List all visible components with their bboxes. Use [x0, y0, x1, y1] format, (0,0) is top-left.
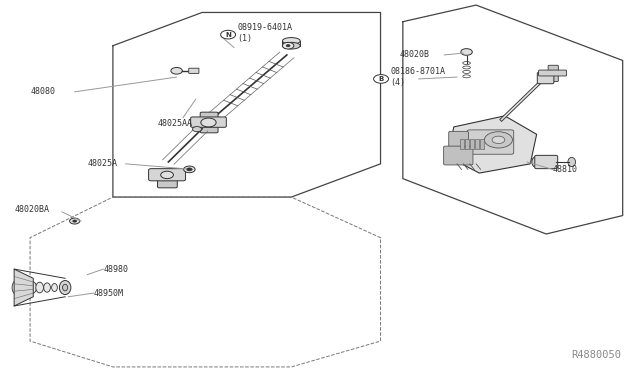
Circle shape [73, 220, 77, 222]
Text: 08919-6401A
(1): 08919-6401A (1) [237, 23, 292, 43]
Text: N: N [225, 32, 231, 38]
Ellipse shape [532, 157, 541, 167]
FancyBboxPatch shape [548, 65, 558, 81]
Text: R4880050: R4880050 [571, 350, 621, 359]
FancyBboxPatch shape [480, 140, 484, 150]
Circle shape [187, 168, 192, 171]
Circle shape [282, 42, 294, 49]
Polygon shape [447, 116, 537, 173]
Ellipse shape [28, 282, 36, 294]
Ellipse shape [36, 282, 44, 293]
Text: 48950M: 48950M [94, 289, 124, 298]
FancyBboxPatch shape [467, 130, 514, 154]
FancyBboxPatch shape [148, 169, 186, 181]
FancyBboxPatch shape [538, 72, 554, 84]
Circle shape [484, 132, 513, 148]
Ellipse shape [568, 157, 575, 167]
FancyBboxPatch shape [470, 140, 474, 150]
Text: 48025AA: 48025AA [157, 119, 193, 128]
Circle shape [286, 45, 290, 47]
Text: 48810: 48810 [552, 165, 577, 174]
Circle shape [193, 126, 202, 132]
Polygon shape [14, 269, 33, 306]
FancyBboxPatch shape [189, 68, 199, 73]
Ellipse shape [12, 280, 22, 295]
FancyBboxPatch shape [444, 146, 473, 165]
Circle shape [461, 49, 472, 55]
Ellipse shape [282, 38, 300, 44]
FancyBboxPatch shape [200, 112, 218, 133]
Circle shape [221, 30, 236, 39]
Circle shape [201, 118, 216, 127]
FancyBboxPatch shape [465, 140, 469, 150]
FancyBboxPatch shape [191, 117, 227, 127]
Text: 48025A: 48025A [88, 159, 117, 169]
Ellipse shape [52, 283, 58, 292]
FancyBboxPatch shape [535, 155, 557, 169]
Text: 08186-8701A
(4): 08186-8701A (4) [390, 67, 445, 87]
FancyBboxPatch shape [449, 131, 468, 147]
FancyBboxPatch shape [475, 140, 479, 150]
FancyBboxPatch shape [460, 140, 464, 150]
Text: 48020B: 48020B [399, 51, 429, 60]
Text: 48080: 48080 [30, 87, 55, 96]
Ellipse shape [44, 283, 51, 292]
Text: 48980: 48980 [103, 264, 129, 273]
Text: 48020BA: 48020BA [14, 205, 49, 215]
Circle shape [70, 218, 80, 224]
FancyBboxPatch shape [157, 173, 177, 188]
Text: B: B [378, 76, 383, 82]
Circle shape [184, 166, 195, 173]
Ellipse shape [60, 280, 71, 295]
Circle shape [161, 171, 173, 179]
Circle shape [374, 75, 388, 83]
Ellipse shape [63, 284, 68, 291]
Ellipse shape [60, 284, 64, 291]
FancyBboxPatch shape [539, 70, 566, 76]
Ellipse shape [20, 281, 29, 294]
Ellipse shape [282, 42, 300, 49]
Circle shape [492, 136, 505, 144]
Circle shape [171, 67, 182, 74]
